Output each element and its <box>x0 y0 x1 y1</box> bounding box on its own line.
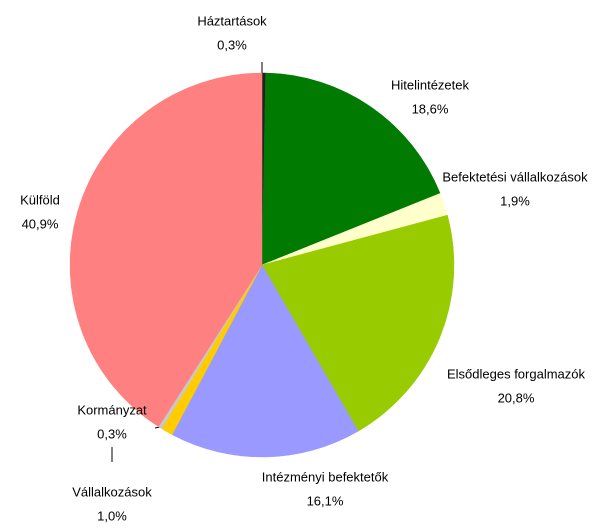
slice-label: Intézményi befektetők <box>262 469 389 484</box>
value-label: 1,0% <box>97 508 127 523</box>
slice-label: Külföld <box>20 192 60 207</box>
pie-slice <box>261 214 455 432</box>
pie-slice <box>69 72 263 428</box>
value-label: 40,9% <box>22 216 59 231</box>
value-label: 0,3% <box>217 37 247 52</box>
value-label: 0,3% <box>97 426 127 441</box>
slice-label: Háztartások <box>197 13 267 28</box>
pie-slice <box>261 72 441 266</box>
value-label: 20,8% <box>498 390 535 405</box>
slice-label: Hitelintézetek <box>391 77 470 92</box>
pie-slice <box>171 264 359 458</box>
value-label: 18,6% <box>412 101 449 116</box>
slice-label: Vállalkozások <box>72 484 152 499</box>
value-label: 16,1% <box>307 493 344 508</box>
slice-label: Kormányzat <box>77 402 147 417</box>
slice-label: Befektetési vállalkozások <box>442 169 588 184</box>
value-label: 1,9% <box>500 193 530 208</box>
slice-label: Elsődleges forgalmazók <box>447 366 586 381</box>
